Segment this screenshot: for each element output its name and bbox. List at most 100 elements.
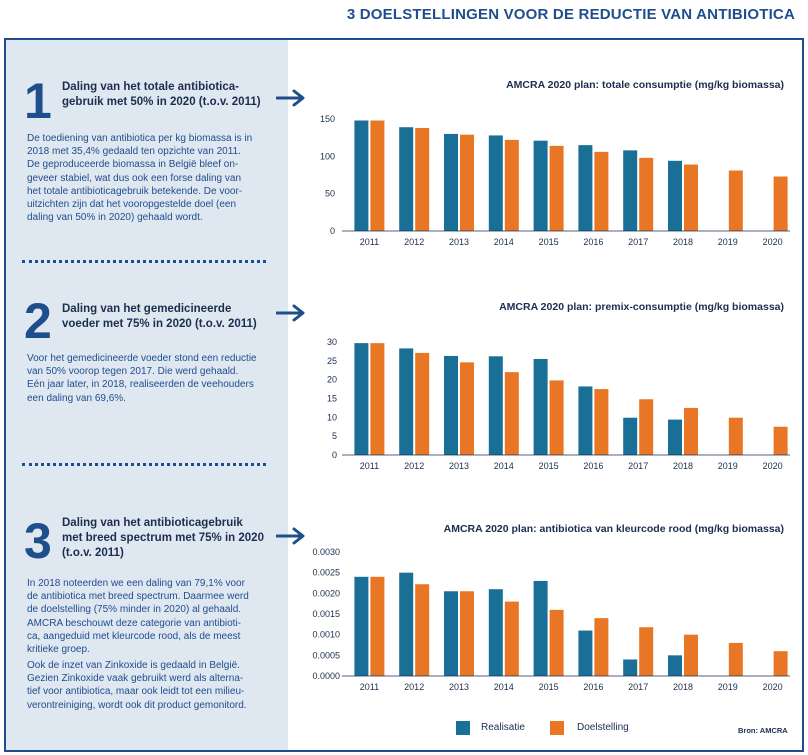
x-tick-label: 2013 — [449, 461, 469, 471]
bar-doelstelling-2012 — [415, 584, 430, 676]
y-tick-label: 20 — [327, 375, 337, 385]
goal-1-text: De toediening van antibiotica per kg bio… — [27, 132, 252, 224]
x-tick-label: 2019 — [718, 237, 738, 247]
bar-realisatie-2017 — [623, 150, 638, 231]
x-tick-label: 2015 — [539, 682, 559, 692]
x-tick-label: 2012 — [404, 237, 424, 247]
bar-realisatie-2014 — [488, 589, 503, 676]
goal-1-text-line: De toediening van antibiotica per kg bio… — [27, 133, 253, 144]
bar-doelstelling-2013 — [460, 362, 474, 455]
bar-realisatie-2017 — [623, 417, 638, 455]
x-tick-label: 2017 — [628, 237, 648, 247]
y-tick-label: 5 — [332, 431, 337, 441]
goal-3-text-line: AMCRA beschouwt deze categorie van antib… — [27, 617, 242, 629]
bar-realisatie-2013 — [444, 591, 458, 676]
source-note: Bron: AMCRA — [738, 726, 788, 735]
chart-premix-consumptie: AMCRA 2020 plan: premix-consumptie (mg/k… — [327, 301, 790, 471]
divider — [22, 463, 266, 466]
y-tick-label: 0.0025 — [312, 568, 340, 578]
goal-3-number: 3 — [24, 513, 52, 569]
bar-doelstelling-2017 — [639, 399, 654, 455]
bar-realisatie-2016 — [578, 145, 593, 231]
goal-3-text-line: de doelstelling (75% minder in 2020) al … — [27, 604, 242, 616]
bar-doelstelling-2020 — [773, 426, 788, 455]
goal-3-text-line: Gezien Zinkoxide vaak gebruikt werd als … — [27, 673, 244, 685]
goal-1-number: 1 — [24, 73, 52, 129]
bar-doelstelling-2018 — [684, 407, 698, 455]
bar-doelstelling-2019 — [728, 417, 743, 455]
bar-realisatie-2012 — [399, 127, 414, 231]
goal-3-heading: Daling van het antibioticagebruik met br… — [62, 516, 264, 561]
goal-1-text-line: 2018 met 35,4% gedaald ten opzichte van … — [27, 146, 241, 158]
page-title: 3 DOELSTELLINGEN VOOR DE REDUCTIE VAN AN… — [346, 6, 795, 23]
bar-doelstelling-2016 — [594, 151, 609, 231]
chart-title: AMCRA 2020 plan: antibiotica van kleurco… — [444, 523, 784, 535]
goal-1-heading-line: gebruik met 50% in 2020 (t.o.v. 2011) — [62, 96, 261, 108]
arrow-right-icon — [276, 304, 305, 322]
bar-doelstelling-2017 — [639, 627, 654, 676]
goal-3-text-line: tief voor antibiotica, maar ook leidt to… — [27, 686, 245, 698]
goal-3-heading-line: met breed spectrum met 75% in 2020 — [62, 532, 264, 544]
goal-1-text-line: uitzichten zijn dat het vooropgestelde d… — [27, 199, 237, 211]
bar-realisatie-2018 — [668, 655, 682, 676]
goal-3-text-line: In 2018 noteerden we een daling van 79,1… — [27, 578, 245, 589]
bar-doelstelling-2020 — [773, 651, 788, 676]
y-tick-label: 30 — [327, 337, 337, 347]
chart-totale-consumptie: AMCRA 2020 plan: totale consumptie (mg/k… — [320, 79, 790, 247]
bar-doelstelling-2019 — [728, 170, 743, 231]
y-tick-label: 0.0010 — [312, 630, 340, 640]
legend-label-realisatie: Realisatie — [481, 722, 525, 733]
goal-3-text: In 2018 noteerden we een daling van 79,1… — [27, 577, 249, 656]
x-tick-label: 2018 — [673, 461, 693, 471]
x-tick-label: 2016 — [583, 682, 603, 692]
goal-3-text-line: ca, aangeduid met kleurcode rood, als de… — [27, 630, 241, 642]
goal-2-text-line: Voor het gemedicineerde voeder stond een… — [27, 353, 257, 364]
x-tick-label: 2017 — [628, 461, 648, 471]
goal-3-text-line: kritieke groep. — [27, 644, 90, 656]
bar-realisatie-2016 — [578, 386, 593, 455]
goal-3-text-zinkoxide: Ook de inzet van Zinkoxide is gedaald in… — [27, 659, 247, 712]
y-tick-label: 0 — [330, 226, 335, 236]
bar-doelstelling-2014 — [504, 601, 519, 676]
x-tick-label: 2013 — [449, 682, 469, 692]
legend-label-doelstelling: Doelstelling — [577, 722, 629, 733]
goal-1-text-line: het totale antibioticagebruik betekende.… — [27, 185, 243, 197]
bar-doelstelling-2018 — [684, 164, 698, 231]
bar-doelstelling-2016 — [594, 389, 609, 455]
bar-realisatie-2011 — [354, 343, 369, 455]
goal-1-heading-line: Daling van het totale antibiotica- — [62, 81, 239, 93]
arrow-right-icon — [276, 527, 305, 545]
bar-realisatie-2016 — [578, 630, 593, 676]
bar-doelstelling-2018 — [684, 634, 698, 676]
x-tick-label: 2016 — [583, 237, 603, 247]
legend-swatch-doelstelling — [550, 721, 564, 735]
bar-doelstelling-2014 — [504, 139, 519, 231]
bar-realisatie-2012 — [399, 348, 414, 455]
y-tick-label: 0.0005 — [312, 650, 340, 660]
goal-3-heading-line: (t.o.v. 2011) — [62, 547, 124, 559]
y-tick-label: 10 — [327, 412, 337, 422]
content-frame — [4, 38, 804, 752]
y-tick-label: 0.0030 — [312, 547, 340, 557]
y-tick-label: 25 — [327, 356, 337, 366]
x-tick-label: 2017 — [628, 682, 648, 692]
bar-realisatie-2014 — [488, 135, 503, 231]
y-tick-label: 50 — [325, 189, 335, 199]
y-tick-label: 0.0000 — [312, 671, 340, 681]
bar-doelstelling-2014 — [504, 372, 519, 455]
bar-doelstelling-2013 — [460, 134, 474, 231]
goal-3-text-line: de antibiotica met breed spectrum. Daarm… — [27, 591, 249, 603]
x-tick-label: 2012 — [404, 461, 424, 471]
x-tick-label: 2011 — [360, 682, 379, 692]
bar-realisatie-2015 — [533, 580, 548, 676]
bar-doelstelling-2011 — [370, 576, 385, 676]
y-tick-label: 150 — [320, 114, 335, 124]
bar-realisatie-2014 — [488, 356, 503, 455]
bar-realisatie-2011 — [354, 120, 369, 231]
goal-1-text-line: geveer stabiel, wat dus ook een forse da… — [27, 172, 242, 184]
x-tick-label: 2020 — [763, 237, 783, 247]
bar-doelstelling-2019 — [728, 642, 743, 676]
bar-doelstelling-2017 — [639, 157, 654, 231]
x-tick-label: 2015 — [539, 237, 559, 247]
x-tick-label: 2016 — [583, 461, 603, 471]
